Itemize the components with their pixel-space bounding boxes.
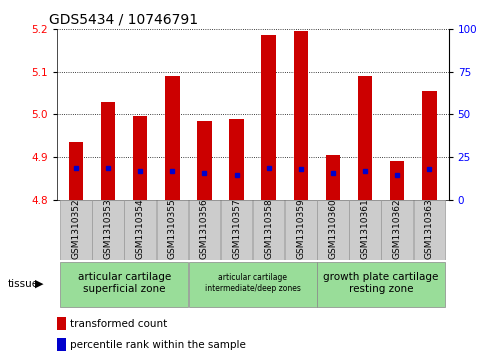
Text: transformed count: transformed count <box>70 319 168 329</box>
Bar <box>326 155 340 200</box>
Text: articular cartilage
intermediate/deep zones: articular cartilage intermediate/deep zo… <box>205 273 301 293</box>
Text: GSM1310361: GSM1310361 <box>360 198 370 259</box>
Text: GSM1310354: GSM1310354 <box>136 198 145 259</box>
Text: GSM1310353: GSM1310353 <box>104 198 112 259</box>
Bar <box>189 261 317 307</box>
Bar <box>189 200 220 260</box>
Text: tissue: tissue <box>7 279 38 289</box>
Text: GSM1310358: GSM1310358 <box>264 198 273 259</box>
Bar <box>57 317 67 330</box>
Bar <box>221 200 252 260</box>
Text: ▶: ▶ <box>35 279 43 289</box>
Text: GSM1310359: GSM1310359 <box>296 198 305 259</box>
Bar <box>101 102 115 200</box>
Text: GSM1310356: GSM1310356 <box>200 198 209 259</box>
Text: GSM1310357: GSM1310357 <box>232 198 241 259</box>
Text: articular cartilage
superficial zone: articular cartilage superficial zone <box>77 272 171 294</box>
Text: percentile rank within the sample: percentile rank within the sample <box>70 340 246 350</box>
Bar <box>60 261 188 307</box>
Bar <box>382 200 413 260</box>
Bar <box>253 200 284 260</box>
Bar <box>165 76 179 200</box>
Text: growth plate cartilage
resting zone: growth plate cartilage resting zone <box>323 272 439 294</box>
Bar <box>261 36 276 200</box>
Text: GDS5434 / 10746791: GDS5434 / 10746791 <box>49 12 198 26</box>
Bar <box>92 200 124 260</box>
Bar <box>358 76 372 200</box>
Bar <box>285 200 317 260</box>
Bar <box>133 117 147 200</box>
Text: GSM1310360: GSM1310360 <box>328 198 338 259</box>
Bar <box>124 200 156 260</box>
Bar <box>157 200 188 260</box>
Bar <box>294 31 308 200</box>
Text: GSM1310352: GSM1310352 <box>71 198 80 259</box>
Bar <box>229 119 244 200</box>
Bar <box>317 200 349 260</box>
Bar <box>57 338 67 351</box>
Text: GSM1310363: GSM1310363 <box>425 198 434 259</box>
Text: GSM1310355: GSM1310355 <box>168 198 177 259</box>
Bar <box>390 161 404 200</box>
Bar <box>317 261 445 307</box>
Bar <box>422 91 437 200</box>
Bar <box>197 121 211 200</box>
Bar <box>414 200 445 260</box>
Text: GSM1310362: GSM1310362 <box>393 198 402 259</box>
Bar <box>60 200 92 260</box>
Bar <box>69 142 83 200</box>
Bar <box>350 200 381 260</box>
